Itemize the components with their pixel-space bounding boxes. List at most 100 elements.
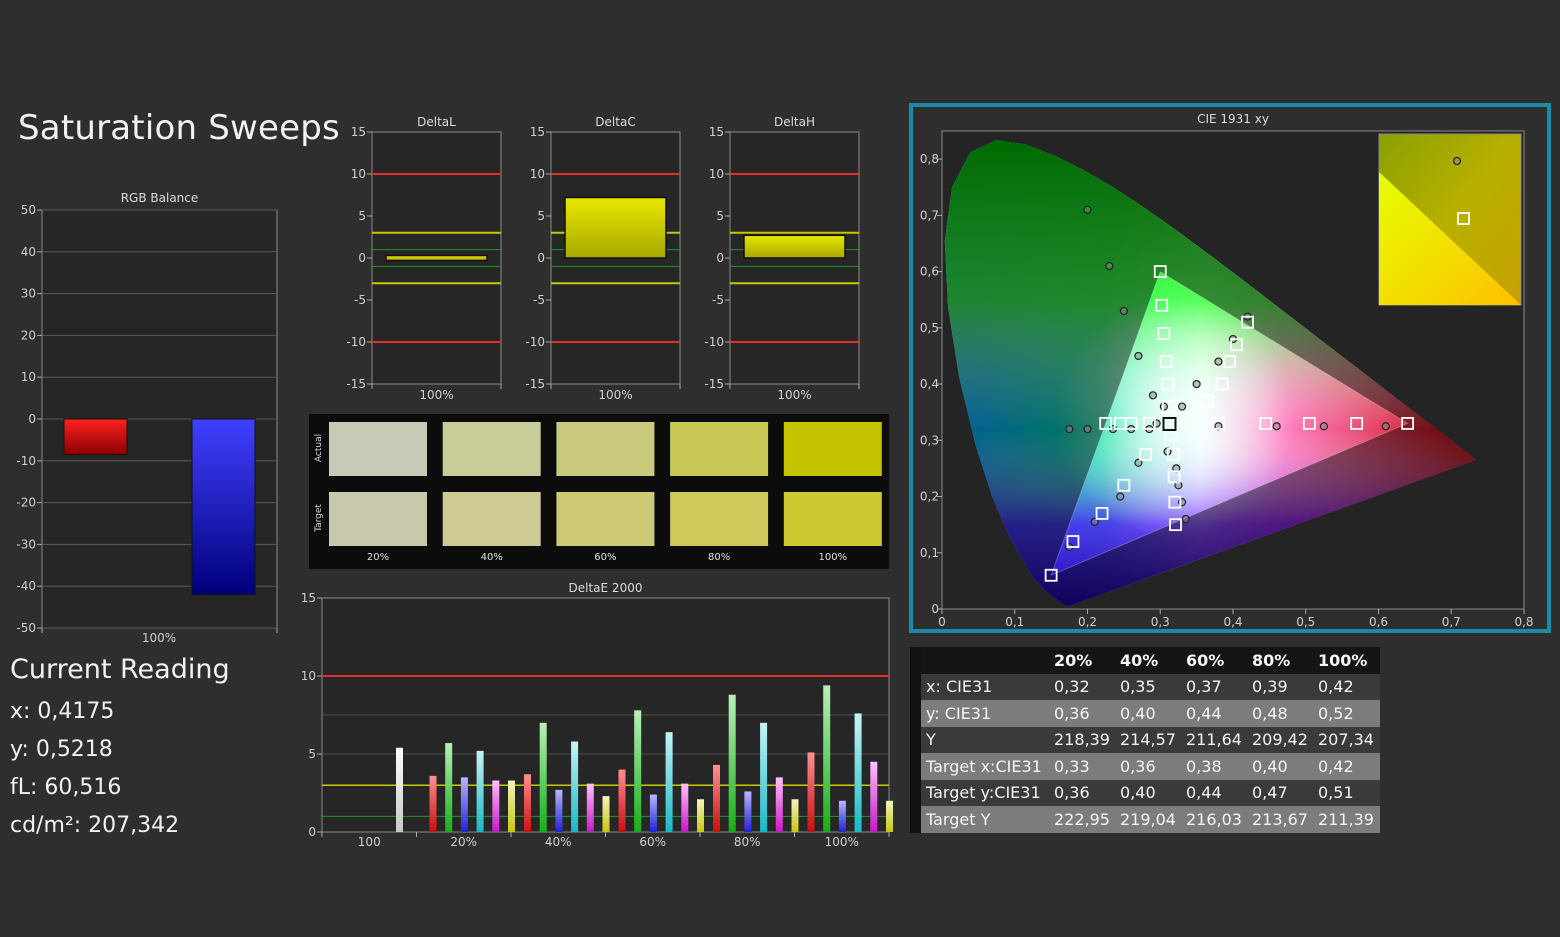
y-tick-label: 0,1: [920, 546, 939, 560]
y-tick-label: 50: [21, 203, 36, 217]
chart-title: DeltaC: [595, 115, 635, 129]
target-square: [1157, 327, 1171, 340]
cyan-delta-e-bar: [760, 722, 768, 832]
cie-chart-frame[interactable]: CIE 1931 xy 0 0,1 0,2 0,3 0,4 0,5 0,6 0,7 0,8 0 0,1…: [909, 103, 1551, 633]
table-row: y: CIE31 0,36 0,40 0,44 0,48 0,52: [910, 700, 1380, 727]
column-header: 80%: [1248, 647, 1314, 674]
y-tick-label: 0,8: [920, 152, 939, 166]
table-cell: 213,67: [1248, 806, 1314, 833]
y-tick-label: 5: [308, 747, 316, 761]
yellow-delta-e-bar: [602, 796, 610, 832]
x-tick-label: 0,3: [1151, 615, 1170, 629]
y-tick-label: 20: [21, 328, 36, 342]
table-cell: 0,32: [1050, 673, 1116, 700]
green-delta-e-bar: [539, 722, 547, 832]
target-square: [1155, 298, 1169, 312]
target-square: [1259, 417, 1273, 430]
y-tick-label: 5: [358, 209, 366, 223]
table-cell: 0,51: [1314, 779, 1380, 806]
swatch-label: 40%: [481, 552, 503, 563]
row-label: y: CIE31: [921, 700, 1050, 727]
table-row: Target x:CIE31 0,33 0,36 0,38 0,40 0,42: [910, 753, 1380, 780]
y-tick-label: 0: [358, 251, 366, 265]
blue-delta-e-bar: [460, 777, 468, 832]
target-square: [1241, 315, 1254, 329]
y-tick-label: 0: [28, 412, 36, 426]
table-cell: 0,44: [1182, 779, 1248, 806]
table-cell: 211,64: [1182, 726, 1248, 753]
red-delta-e-bar: [524, 774, 531, 832]
row-marker: [910, 753, 921, 780]
table-cell: 0,42: [1314, 753, 1380, 780]
measured-point: [1148, 391, 1158, 400]
chart-title: DeltaL: [417, 115, 456, 129]
x-tick-label: 0,8: [1514, 615, 1533, 629]
y-tick-label: 10: [530, 167, 545, 181]
table-cell: 0,33: [1050, 753, 1116, 780]
y-tick-label: -15: [525, 377, 545, 391]
chart-title: RGB Balance: [121, 191, 199, 205]
white-delta-e-bar: [396, 747, 403, 832]
red-delta-e-bar: [807, 752, 815, 832]
actual-swatch: [556, 422, 655, 476]
target-square: [1142, 417, 1156, 430]
y-tick-label: -10: [346, 335, 366, 349]
y-tick-label: -5: [712, 293, 724, 307]
measured-point: [1083, 424, 1092, 434]
row-label: Target Y: [921, 806, 1050, 833]
y-tick-label: 0,6: [920, 265, 939, 279]
swatch-label: 20%: [367, 552, 389, 563]
x-tick-label: 0: [938, 615, 946, 629]
y-tick-label: 5: [537, 209, 545, 223]
y-tick-label: 0,4: [920, 377, 939, 391]
target-square: [1169, 518, 1182, 532]
table-header-row: 20% 40% 60% 80% 100%: [910, 647, 1380, 674]
target-swatch: [670, 492, 769, 546]
measurement-table: 20% 40% 60% 80% 100% x: CIE31 0,32 0,35 0,37 0,39…: [910, 647, 1380, 833]
swatch-label: 80%: [708, 552, 730, 563]
cyan-delta-e-bar: [854, 713, 862, 832]
table-cell: 209,42: [1248, 726, 1314, 753]
swatch-label: 100%: [819, 552, 848, 563]
measured-point: [1381, 422, 1390, 431]
green-delta-e-bar: [728, 694, 736, 832]
table-cell: 0,47: [1248, 779, 1314, 806]
table-row: x: CIE31 0,32 0,35 0,37 0,39 0,42: [910, 673, 1380, 700]
table-cell: 0,36: [1050, 779, 1116, 806]
table-cell: 219,04: [1116, 806, 1182, 833]
row-marker: [910, 700, 921, 727]
y-tick-label: -5: [354, 293, 366, 307]
delta-c-chart: DeltaC 15 10 5 0 -5 -10 -15 100%: [525, 115, 681, 402]
measured-point: [1319, 422, 1329, 431]
y-tick-label: -50: [16, 621, 36, 635]
table-cell: 0,35: [1116, 673, 1182, 700]
measured-point: [1192, 379, 1201, 389]
table-cell: 222,95: [1050, 806, 1116, 833]
x-tick-label: 0,5: [1296, 615, 1315, 629]
target-square: [1117, 478, 1131, 492]
table-cell: 214,57: [1116, 726, 1182, 753]
cyan-delta-e-bar: [571, 741, 579, 832]
y-tick-label: 10: [21, 370, 36, 384]
row-label: Target y:CIE31: [921, 779, 1050, 806]
target-square: [1124, 417, 1138, 430]
row-marker: [910, 726, 921, 753]
yellow-delta-e-bar: [697, 799, 704, 832]
y-tick-label: 0,7: [920, 208, 939, 222]
row-marker: [910, 647, 921, 674]
chart-title: DeltaH: [774, 115, 815, 129]
y-tick-label: -5: [533, 293, 545, 307]
y-tick-label: 15: [301, 591, 316, 605]
target-square: [1095, 506, 1109, 520]
y-tick-label: 0: [308, 825, 316, 839]
row-label: Y: [921, 726, 1050, 753]
target-square: [1167, 470, 1181, 484]
table-cell: 0,36: [1050, 700, 1116, 727]
blue-balance-bar: [191, 418, 256, 596]
column-header: 100%: [1314, 647, 1380, 674]
zoom-target-square: [1457, 212, 1470, 225]
reading-fl-value: fL: 60,516: [10, 775, 122, 800]
y-tick-label: -20: [16, 496, 36, 510]
white-point-target: [1162, 416, 1177, 431]
magenta-delta-e-bar: [586, 783, 594, 832]
